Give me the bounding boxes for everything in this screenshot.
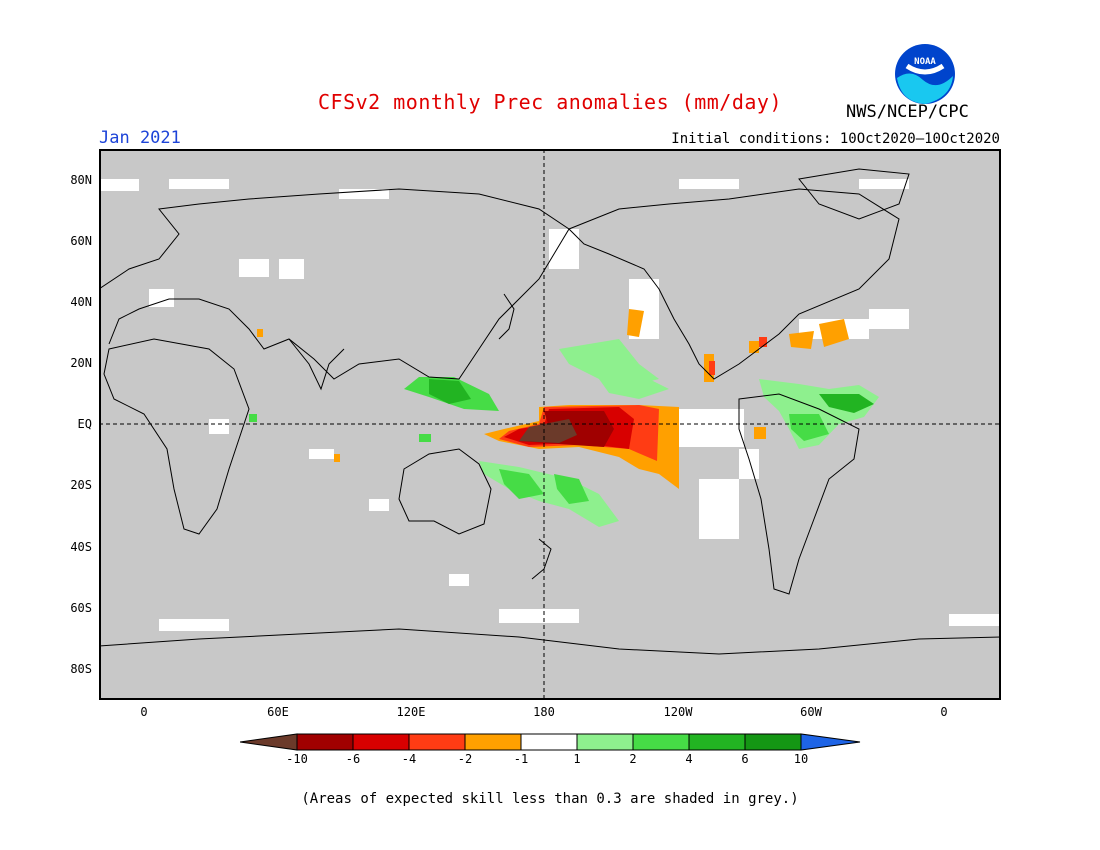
colorbar-segment (688, 733, 746, 751)
colorbar-label: 10 (793, 752, 809, 766)
colorbar-label: -4 (401, 752, 417, 766)
near-zero-patches (99, 179, 999, 631)
lat-label-40s: 40S (70, 540, 92, 554)
colorbar-upper-arrow (800, 733, 861, 751)
lat-label-80s: 80S (70, 662, 92, 676)
agency-label: NWS/NCEP/CPC (846, 102, 969, 122)
colorbar-segment (464, 733, 522, 751)
dry-anomaly-areas (257, 309, 849, 489)
colorbar-segments (296, 733, 802, 751)
colorbar-label: 1 (573, 752, 581, 766)
colorbar (240, 733, 861, 751)
colorbar-segment (576, 733, 634, 751)
colorbar-label: 6 (741, 752, 749, 766)
forecast-month: Jan 2021 (99, 128, 181, 148)
lon-label-60e: 60E (267, 705, 289, 719)
wet-anomaly-areas (249, 339, 879, 527)
precip-anomaly-map (99, 149, 1001, 700)
lat-label-60s: 60S (70, 601, 92, 615)
logo-text: NOAA (914, 57, 936, 67)
colorbar-segment (632, 733, 690, 751)
initial-conditions: Initial conditions: 10Oct2020–10Oct2020 (671, 131, 1000, 147)
map-title: CFSv2 monthly Prec anomalies (mm/day) (317, 90, 783, 114)
lat-label-40n: 40N (70, 295, 92, 309)
lon-label-0-east: 0 (940, 705, 948, 719)
coastlines (99, 168, 1001, 655)
colorbar-label: -10 (286, 752, 308, 766)
map-frame (99, 149, 1001, 700)
lon-label-180: 180 (533, 705, 555, 719)
lat-label-20n: 20N (70, 356, 92, 370)
colorbar-segment (520, 733, 578, 751)
lat-label-60n: 60N (70, 234, 92, 248)
lon-label-120w: 120W (663, 705, 693, 719)
colorbar-segment (352, 733, 410, 751)
lon-label-120e: 120E (396, 705, 426, 719)
colorbar-segment (408, 733, 466, 751)
colorbar-label: 2 (629, 752, 637, 766)
lat-label-80n: 80N (70, 173, 92, 187)
colorbar-lower-arrow (240, 733, 298, 751)
noaa-logo-icon: NOAA (895, 44, 955, 104)
colorbar-label: 4 (685, 752, 693, 766)
skill-footnote: (Areas of expected skill less than 0.3 a… (301, 791, 799, 807)
colorbar-segment (296, 733, 354, 751)
colorbar-label: -1 (513, 752, 529, 766)
colorbar-label: -6 (345, 752, 361, 766)
lon-label-60w: 60W (800, 705, 822, 719)
lon-label-0-west: 0 (140, 705, 148, 719)
lat-label-eq: EQ (77, 417, 92, 431)
colorbar-label: -2 (457, 752, 473, 766)
lat-label-20s: 20S (70, 478, 92, 492)
colorbar-segment (744, 733, 802, 751)
